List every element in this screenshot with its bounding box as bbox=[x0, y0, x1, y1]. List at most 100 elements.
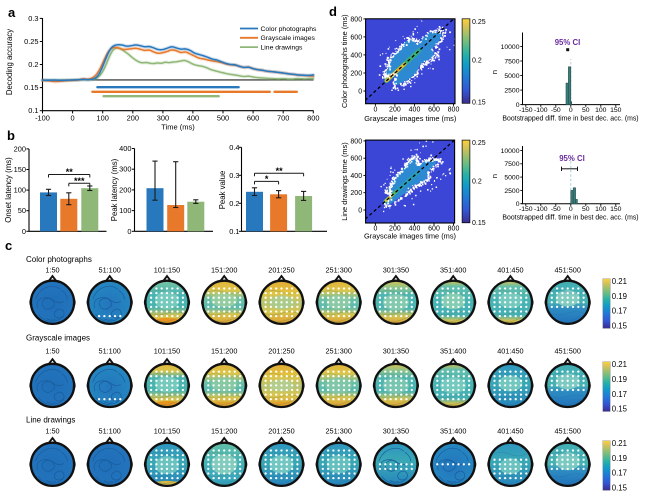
svg-text:500: 500 bbox=[217, 114, 229, 123]
svg-text:7500: 7500 bbox=[504, 58, 519, 65]
svg-text:0.19: 0.19 bbox=[612, 292, 627, 301]
svg-text:0: 0 bbox=[516, 201, 520, 208]
svg-text:7500: 7500 bbox=[504, 161, 519, 168]
svg-text:51:100: 51:100 bbox=[99, 347, 121, 356]
svg-text:50: 50 bbox=[582, 107, 590, 114]
svg-text:451:500: 451:500 bbox=[555, 266, 581, 275]
svg-text:100: 100 bbox=[97, 114, 109, 123]
svg-text:1:50: 1:50 bbox=[45, 347, 59, 356]
svg-text:a: a bbox=[8, 5, 16, 20]
svg-text:200: 200 bbox=[119, 185, 131, 194]
svg-text:Bootstrapped diff. time in bes: Bootstrapped diff. time in best dec. acc… bbox=[502, 215, 638, 222]
svg-text:600: 600 bbox=[428, 225, 440, 232]
svg-text:0.2: 0.2 bbox=[28, 60, 38, 69]
svg-text:251:300: 251:300 bbox=[326, 266, 352, 275]
svg-text:50: 50 bbox=[18, 206, 26, 215]
svg-text:101:150: 101:150 bbox=[154, 347, 180, 356]
svg-text:0: 0 bbox=[516, 102, 520, 109]
svg-text:Line drawings: Line drawings bbox=[261, 44, 304, 51]
svg-text:0.3: 0.3 bbox=[229, 171, 239, 180]
svg-text:0.19: 0.19 bbox=[612, 375, 627, 384]
svg-text:151:200: 151:200 bbox=[211, 347, 237, 356]
svg-text:0.25: 0.25 bbox=[472, 140, 486, 147]
svg-text:95% CI: 95% CI bbox=[555, 38, 581, 47]
svg-text:251:300: 251:300 bbox=[326, 347, 352, 356]
svg-text:0.2: 0.2 bbox=[472, 179, 482, 186]
svg-text:0: 0 bbox=[127, 227, 131, 236]
svg-text:*: * bbox=[265, 174, 269, 184]
svg-text:-50: -50 bbox=[551, 107, 561, 114]
svg-text:151:200: 151:200 bbox=[211, 427, 237, 436]
svg-text:Grayscale images: Grayscale images bbox=[261, 35, 316, 42]
svg-text:300: 300 bbox=[119, 165, 131, 174]
svg-text:200: 200 bbox=[14, 144, 26, 153]
svg-text:600: 600 bbox=[350, 34, 362, 41]
svg-text:0: 0 bbox=[358, 88, 362, 95]
svg-text:Color photographs time (ms): Color photographs time (ms) bbox=[340, 14, 349, 108]
svg-text:600: 600 bbox=[428, 107, 440, 114]
svg-text:n: n bbox=[490, 70, 499, 74]
svg-text:101:150: 101:150 bbox=[154, 427, 180, 436]
svg-text:400: 400 bbox=[409, 107, 421, 114]
svg-text:800: 800 bbox=[448, 107, 460, 114]
svg-text:800: 800 bbox=[350, 138, 362, 145]
svg-text:0: 0 bbox=[569, 107, 573, 114]
svg-text:c: c bbox=[5, 238, 12, 253]
svg-text:0.15: 0.15 bbox=[24, 83, 38, 92]
svg-text:101:150: 101:150 bbox=[154, 266, 180, 275]
svg-text:200: 200 bbox=[389, 107, 401, 114]
svg-text:0.2: 0.2 bbox=[472, 58, 482, 65]
svg-text:0.21: 0.21 bbox=[612, 277, 627, 286]
svg-text:0.3: 0.3 bbox=[28, 14, 38, 23]
svg-text:0.15: 0.15 bbox=[612, 405, 628, 414]
svg-text:400: 400 bbox=[350, 52, 362, 59]
svg-text:0.21: 0.21 bbox=[612, 360, 627, 369]
svg-text:0.15: 0.15 bbox=[472, 99, 486, 106]
svg-text:0.1: 0.1 bbox=[229, 227, 239, 236]
svg-text:200: 200 bbox=[389, 225, 401, 232]
svg-text:0: 0 bbox=[22, 227, 26, 236]
svg-text:0.17: 0.17 bbox=[612, 307, 627, 316]
svg-text:Grayscale images time (ms): Grayscale images time (ms) bbox=[364, 232, 456, 241]
svg-text:600: 600 bbox=[350, 156, 362, 163]
svg-text:800: 800 bbox=[307, 114, 319, 123]
svg-text:-50: -50 bbox=[551, 206, 561, 213]
svg-text:Peak latency (ms): Peak latency (ms) bbox=[110, 158, 119, 221]
svg-text:301:350: 301:350 bbox=[383, 266, 409, 275]
svg-text:50: 50 bbox=[582, 206, 590, 213]
svg-text:600: 600 bbox=[247, 114, 259, 123]
svg-text:-100: -100 bbox=[534, 206, 548, 213]
svg-text:401:450: 401:450 bbox=[497, 266, 523, 275]
svg-text:d: d bbox=[329, 4, 337, 19]
svg-text:0: 0 bbox=[71, 114, 75, 123]
svg-text:-100: -100 bbox=[35, 114, 50, 123]
svg-text:400: 400 bbox=[409, 225, 421, 232]
svg-text:0: 0 bbox=[373, 107, 377, 114]
svg-text:***: *** bbox=[74, 176, 85, 186]
svg-text:300: 300 bbox=[157, 114, 169, 123]
svg-text:401:450: 401:450 bbox=[497, 427, 523, 436]
svg-text:700: 700 bbox=[277, 114, 289, 123]
svg-text:0.4: 0.4 bbox=[229, 143, 239, 152]
svg-text:Grayscale images time (ms): Grayscale images time (ms) bbox=[364, 114, 456, 123]
svg-text:10000: 10000 bbox=[501, 44, 520, 51]
svg-text:800: 800 bbox=[350, 16, 362, 23]
svg-text:400: 400 bbox=[119, 144, 131, 153]
svg-text:301:350: 301:350 bbox=[383, 427, 409, 436]
svg-text:-100: -100 bbox=[534, 107, 548, 114]
svg-text:n: n bbox=[490, 174, 499, 178]
svg-text:0.21: 0.21 bbox=[612, 439, 627, 448]
svg-text:301:350: 301:350 bbox=[383, 347, 409, 356]
svg-text:0: 0 bbox=[569, 206, 573, 213]
svg-text:351:400: 351:400 bbox=[440, 427, 466, 436]
svg-text:100: 100 bbox=[595, 107, 607, 114]
svg-text:200: 200 bbox=[350, 70, 362, 77]
svg-text:150: 150 bbox=[610, 206, 622, 213]
svg-text:Decoding accuracy: Decoding accuracy bbox=[5, 29, 14, 95]
svg-text:5000: 5000 bbox=[504, 73, 519, 80]
svg-text:0.25: 0.25 bbox=[472, 19, 486, 26]
svg-text:0.15: 0.15 bbox=[612, 322, 628, 331]
svg-text:0.15: 0.15 bbox=[612, 484, 628, 493]
svg-text:200: 200 bbox=[127, 114, 139, 123]
svg-text:1:50: 1:50 bbox=[45, 266, 59, 275]
